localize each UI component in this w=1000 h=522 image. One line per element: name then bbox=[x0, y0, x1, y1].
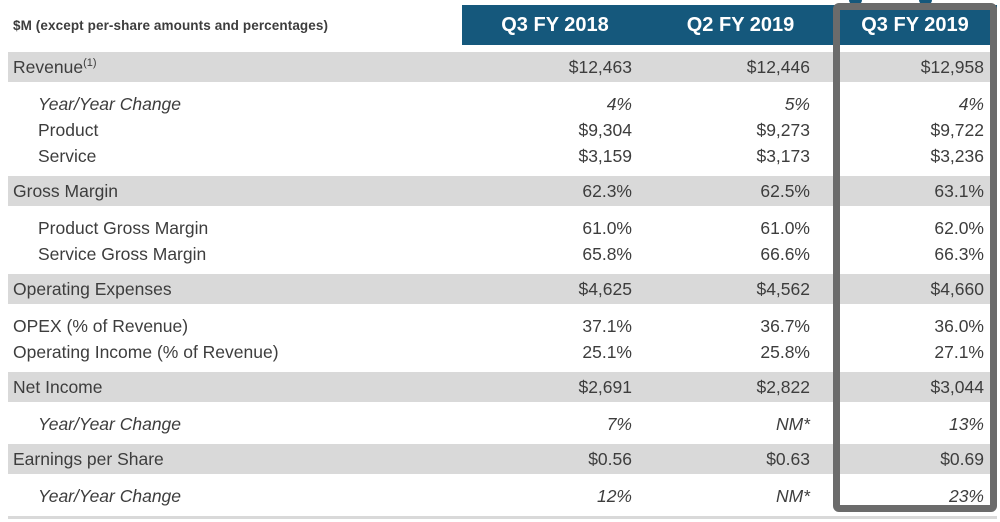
cell-value: 62.3% bbox=[582, 180, 632, 201]
cell-value: $9,304 bbox=[578, 119, 632, 140]
cell-value: $3,173 bbox=[756, 145, 810, 166]
table-body: Revenue(1) $12,463 $12,446 $12,958 Year/Year… bbox=[8, 52, 997, 516]
cell-value: 4% bbox=[606, 93, 632, 114]
cell-value: 66.3% bbox=[934, 243, 984, 264]
table-row: Earnings per Share $0.56 $0.63 $0.69 bbox=[8, 444, 997, 474]
detail-row-group: Product Gross Margin 61.0% 61.0% 62.0% Servi… bbox=[8, 206, 997, 274]
cell-value: NM* bbox=[775, 413, 810, 434]
row-label: Gross Margin bbox=[13, 180, 119, 201]
cell-value: 66.6% bbox=[760, 243, 810, 264]
cell-value: $2,822 bbox=[756, 376, 810, 397]
table-row: Operating Expenses $4,625 $4,562 $4,660 bbox=[8, 274, 997, 304]
row-label: Operating Expenses bbox=[13, 278, 172, 299]
row-label: Year/Year Change bbox=[38, 93, 182, 114]
table-bottom-rule bbox=[8, 516, 997, 519]
unit-label: $M (except per-share amounts and percent… bbox=[13, 17, 329, 33]
detail-row-group: OPEX (% of Revenue) 37.1% 36.7% 36.0% Operat… bbox=[8, 304, 997, 372]
cell-value: 5% bbox=[784, 93, 810, 114]
cell-value: 7% bbox=[606, 413, 632, 434]
cell-value: 13% bbox=[948, 413, 984, 434]
row-label: Earnings per Share bbox=[13, 448, 164, 469]
cell-value: $12,446 bbox=[746, 56, 810, 77]
cell-value: 23% bbox=[948, 485, 984, 506]
row-label: OPEX (% of Revenue) bbox=[13, 315, 189, 336]
cell-value: 27.1% bbox=[934, 341, 984, 362]
cell-value: $3,159 bbox=[578, 145, 632, 166]
table-row: Year/Year Change 7% NM* 13% bbox=[8, 411, 997, 437]
cell-value: 62.5% bbox=[760, 180, 810, 201]
column-header-q2-fy2019: Q2 FY 2019 bbox=[648, 5, 833, 45]
cell-value: 36.0% bbox=[934, 315, 984, 336]
column-header-q3-fy2019: Q3 FY 2019 bbox=[833, 5, 997, 45]
cell-value: $12,958 bbox=[920, 56, 984, 77]
row-label: Net Income bbox=[13, 376, 103, 397]
cell-value: 25.1% bbox=[582, 341, 632, 362]
footnote-marker: (1) bbox=[83, 56, 97, 69]
detail-row-group: Year/Year Change 7% NM* 13% bbox=[8, 402, 997, 444]
row-label: Service Gross Margin bbox=[38, 243, 207, 264]
cell-value: 65.8% bbox=[582, 243, 632, 264]
cell-value: 4% bbox=[958, 93, 984, 114]
row-label: Product Gross Margin bbox=[38, 217, 209, 238]
cell-value: $4,562 bbox=[756, 278, 810, 299]
detail-row-group: Year/Year Change 12% NM* 23% bbox=[8, 474, 997, 516]
table-row: Operating Income (% of Revenue) 25.1% 25.8… bbox=[8, 339, 997, 365]
cell-value: $2,691 bbox=[578, 376, 632, 397]
table-row: Net Income $2,691 $2,822 $3,044 bbox=[8, 372, 997, 402]
cell-value: $0.56 bbox=[588, 448, 632, 469]
unit-label-cell: $M (except per-share amounts and percent… bbox=[8, 5, 462, 45]
cell-value: 62.0% bbox=[934, 217, 984, 238]
table-row: Gross Margin 62.3% 62.5% 63.1% bbox=[8, 176, 997, 206]
cell-value: $0.69 bbox=[940, 448, 984, 469]
cell-value: $9,273 bbox=[756, 119, 810, 140]
cell-value: $12,463 bbox=[568, 56, 632, 77]
cell-value: 12% bbox=[596, 485, 632, 506]
cell-value: $3,044 bbox=[930, 376, 984, 397]
table-row: OPEX (% of Revenue) 37.1% 36.7% 36.0% bbox=[8, 313, 997, 339]
cell-value: $3,236 bbox=[930, 145, 984, 166]
table-row: Year/Year Change 4% 5% 4% bbox=[8, 91, 997, 117]
cell-value: NM* bbox=[775, 485, 810, 506]
table-row: Service $3,159 $3,173 $3,236 bbox=[8, 143, 997, 169]
column-header-q3-fy2018: Q3 FY 2018 bbox=[462, 5, 648, 45]
cell-value: 61.0% bbox=[582, 217, 632, 238]
cell-value: 61.0% bbox=[760, 217, 810, 238]
cell-value: $0.63 bbox=[766, 448, 810, 469]
cell-value: 25.8% bbox=[760, 341, 810, 362]
detail-row-group: Year/Year Change 4% 5% 4% Product $9,304 $9,27… bbox=[8, 82, 997, 176]
row-label: Operating Income (% of Revenue) bbox=[13, 341, 279, 362]
row-label: Revenue(1) bbox=[13, 56, 97, 77]
table-row: Revenue(1) $12,463 $12,446 $12,958 bbox=[8, 52, 997, 82]
table-header-row: $M (except per-share amounts and percent… bbox=[8, 5, 997, 45]
cell-value: $4,625 bbox=[578, 278, 632, 299]
cell-value: $4,660 bbox=[930, 278, 984, 299]
row-label: Year/Year Change bbox=[38, 485, 182, 506]
cell-value: 36.7% bbox=[760, 315, 810, 336]
cell-value: 63.1% bbox=[934, 180, 984, 201]
table-row: Product $9,304 $9,273 $9,722 bbox=[8, 117, 997, 143]
table-row: Product Gross Margin 61.0% 61.0% 62.0% bbox=[8, 215, 997, 241]
cell-value: $9,722 bbox=[930, 119, 984, 140]
cell-value: 37.1% bbox=[582, 315, 632, 336]
table-row: Year/Year Change 12% NM* 23% bbox=[8, 483, 997, 509]
row-label: Service bbox=[38, 145, 97, 166]
cropped-text-descender-mark bbox=[919, 0, 932, 5]
table-row: Service Gross Margin 65.8% 66.6% 66.3% bbox=[8, 241, 997, 267]
row-label: Year/Year Change bbox=[38, 413, 182, 434]
row-label: Product bbox=[38, 119, 99, 140]
cropped-text-descender-mark bbox=[849, 0, 862, 5]
